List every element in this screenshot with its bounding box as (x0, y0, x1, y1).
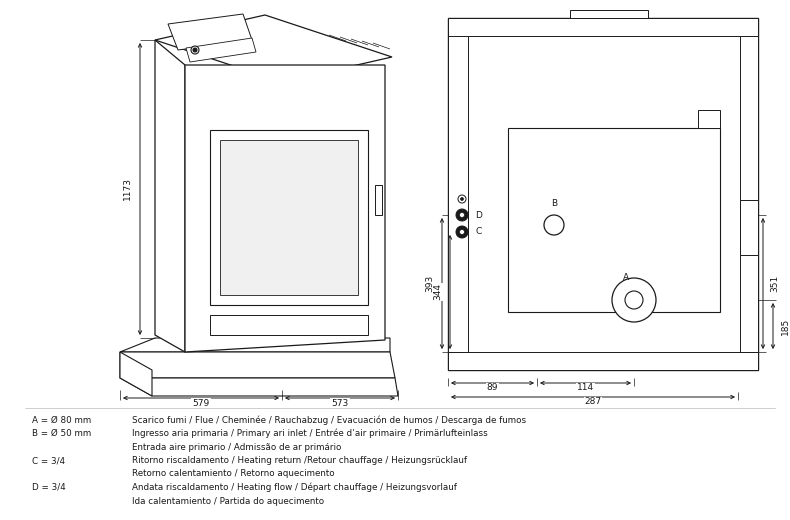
Polygon shape (186, 38, 256, 62)
Text: C = 3/4: C = 3/4 (32, 456, 65, 465)
Circle shape (456, 209, 468, 221)
Text: 185: 185 (781, 317, 789, 335)
Polygon shape (120, 338, 390, 352)
Text: Ingresso aria primaria / Primary ari inlet / Entrée d’air primaire / Primärlufte: Ingresso aria primaria / Primary ari inl… (132, 429, 487, 438)
Circle shape (612, 278, 656, 322)
Text: 393: 393 (426, 275, 434, 292)
Polygon shape (210, 130, 368, 305)
Text: Entrada aire primario / Admissão de ar primário: Entrada aire primario / Admissão de ar p… (132, 443, 341, 451)
Text: A: A (623, 273, 629, 282)
Text: Ida calentamiento / Partida do aquecimento: Ida calentamiento / Partida do aquecimen… (132, 497, 324, 505)
Text: D = 3/4: D = 3/4 (32, 483, 66, 492)
Text: D: D (475, 211, 482, 219)
Polygon shape (448, 18, 758, 370)
Polygon shape (210, 315, 368, 335)
Text: 287: 287 (585, 397, 601, 407)
Text: 1173: 1173 (122, 177, 131, 201)
Polygon shape (740, 18, 758, 352)
Polygon shape (375, 185, 382, 215)
Text: 114: 114 (577, 384, 594, 393)
Text: 351: 351 (770, 275, 780, 292)
Text: A = Ø 80 mm: A = Ø 80 mm (32, 415, 92, 424)
Polygon shape (120, 378, 398, 396)
Circle shape (544, 215, 564, 235)
Polygon shape (448, 18, 758, 36)
Polygon shape (448, 352, 758, 370)
Circle shape (625, 291, 643, 309)
Circle shape (460, 213, 465, 217)
Polygon shape (120, 352, 395, 378)
Polygon shape (155, 40, 185, 352)
Text: Andata riscaldamento / Heating flow / Départ chauffage / Heizungsvorlauf: Andata riscaldamento / Heating flow / Dé… (132, 483, 457, 492)
Polygon shape (168, 14, 252, 50)
Text: B: B (551, 199, 557, 208)
Polygon shape (120, 352, 152, 396)
Circle shape (461, 198, 464, 201)
Circle shape (191, 46, 199, 54)
Text: Ritorno riscaldamento / Heating return /Retour chauffage / Heizungsrücklauf: Ritorno riscaldamento / Heating return /… (132, 456, 467, 465)
Polygon shape (155, 15, 392, 82)
Polygon shape (448, 18, 468, 352)
Polygon shape (508, 128, 720, 312)
Text: Scarico fumi / Flue / Cheminée / Rauchabzug / Evacuación de humos / Descarga de : Scarico fumi / Flue / Cheminée / Rauchab… (132, 415, 526, 425)
Polygon shape (698, 110, 720, 128)
Text: Retorno calentamiento / Retorno aquecimento: Retorno calentamiento / Retorno aquecime… (132, 470, 335, 478)
Text: 573: 573 (331, 398, 348, 408)
Text: 344: 344 (434, 283, 442, 301)
Circle shape (193, 48, 197, 52)
Polygon shape (185, 65, 385, 352)
Circle shape (458, 195, 466, 203)
Polygon shape (220, 140, 358, 295)
Circle shape (460, 229, 465, 235)
Text: 89: 89 (487, 384, 498, 393)
Polygon shape (570, 10, 648, 18)
Text: C: C (475, 228, 481, 237)
Text: B = Ø 50 mm: B = Ø 50 mm (32, 429, 92, 438)
Circle shape (456, 226, 468, 238)
Polygon shape (740, 200, 758, 255)
Text: 579: 579 (193, 398, 209, 408)
